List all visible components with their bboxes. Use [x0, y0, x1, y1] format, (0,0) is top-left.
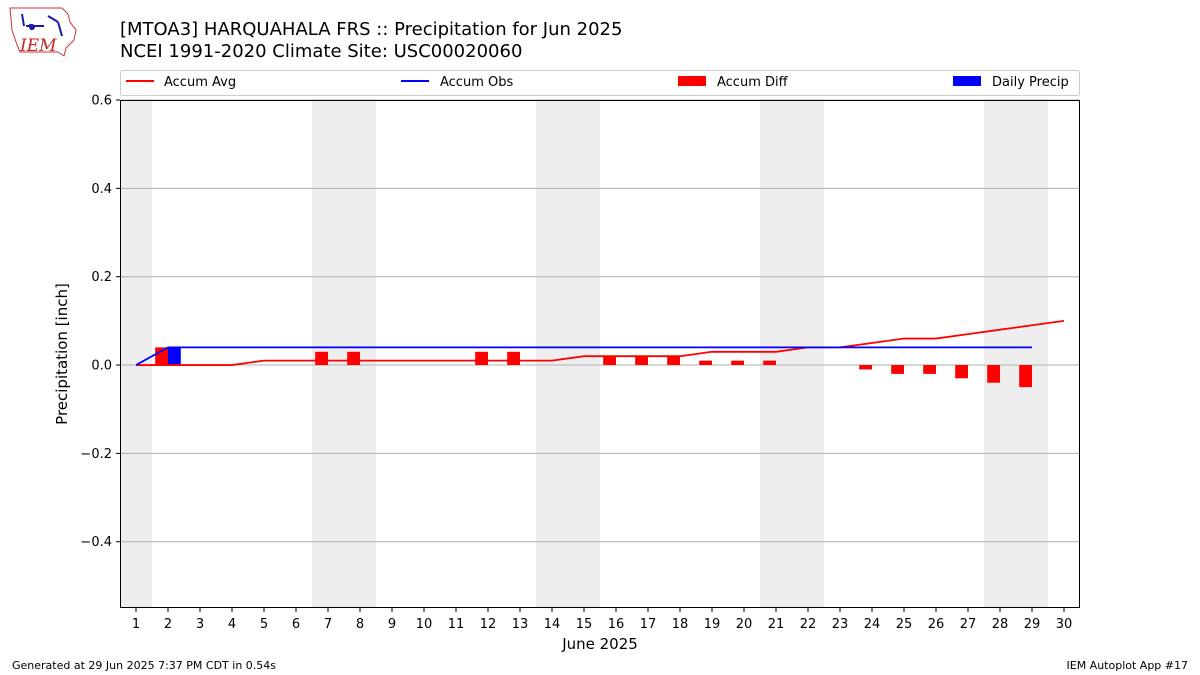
y-tick-label: 0.2: [91, 270, 112, 285]
weekend-band: [984, 100, 1048, 608]
accum-diff-bar: [635, 356, 648, 366]
weekend-band: [536, 100, 600, 608]
accum-diff-bar: [475, 351, 488, 366]
weather-instruments-icon: [21, 13, 63, 37]
daily-precip-bars: [168, 347, 181, 366]
generated-timestamp: Generated at 29 Jun 2025 7:37 PM CDT in …: [12, 659, 276, 672]
accum-diff-bar: [731, 360, 744, 366]
x-tick-label: 4: [228, 617, 236, 632]
accum-diff-bar: [923, 365, 936, 374]
weekend-band: [760, 100, 824, 608]
y-tick-label: 0.0: [91, 359, 112, 374]
x-tick-label: 11: [448, 617, 465, 632]
y-tick-label: 0.4: [91, 182, 112, 197]
accum-diff-bar: [763, 360, 776, 366]
accum-diff-bar: [667, 356, 680, 366]
accum-diff-bar: [891, 365, 904, 374]
accum-diff-bar: [347, 351, 360, 366]
y-tick-label: −0.4: [80, 535, 112, 550]
plot-frame: [120, 100, 1080, 608]
legend-daily-swatch: [953, 76, 981, 86]
legend: Accum Avg Accum Obs Accum Diff Daily Pre…: [120, 70, 1080, 96]
x-tick-label: 15: [576, 617, 593, 632]
x-tick-label: 12: [480, 617, 497, 632]
legend-avg-label: Accum Avg: [164, 75, 236, 90]
accum-diff-bar: [603, 356, 616, 366]
accum-avg-line: [136, 319, 1065, 366]
iowa-outline-icon: [9, 7, 77, 57]
app-credit: IEM Autoplot App #17: [1067, 659, 1189, 672]
x-tick-label: 14: [544, 617, 561, 632]
x-tick-label: 18: [672, 617, 689, 632]
x-tick-label: 19: [704, 617, 721, 632]
accum-diff-bar: [507, 351, 520, 366]
x-axis-ticks: 1 2 3 4 5 6 7 8 9 10 11 12 13 14 15 16 17 18 19 20 21 22 23 24 2…: [132, 608, 1072, 632]
y-axis-label: Precipitation [inch]: [53, 283, 71, 425]
x-tick-label: 30: [1056, 617, 1073, 632]
x-tick-label: 26: [928, 617, 945, 632]
accum-diff-bar: [699, 360, 712, 366]
legend-obs-label: Accum Obs: [440, 75, 513, 90]
y-axis-ticks: 0.6 0.4 0.2 0.0 −0.2 −0.4: [80, 94, 120, 550]
logo-text: IEM: [19, 36, 57, 56]
x-tick-label: 10: [416, 617, 433, 632]
legend-frame: [120, 70, 1080, 96]
x-axis-label: June 2025: [561, 635, 638, 653]
x-tick-label: 8: [356, 617, 364, 632]
x-tick-label: 2: [164, 617, 172, 632]
x-tick-label: 22: [800, 617, 817, 632]
x-tick-label: 24: [864, 617, 881, 632]
accum-diff-bar: [987, 365, 1000, 383]
x-tick-label: 21: [768, 617, 785, 632]
accum-diff-bar: [859, 365, 872, 370]
x-tick-label: 9: [388, 617, 396, 632]
x-tick-label: 16: [608, 617, 625, 632]
iem-logo: IEM: [9, 7, 77, 57]
daily-precip-bar: [168, 347, 181, 366]
accum-diff-bar: [315, 351, 328, 366]
accum-obs-line: [135, 346, 1032, 366]
x-tick-label: 5: [260, 617, 268, 632]
legend-diff-label: Accum Diff: [717, 75, 789, 90]
x-tick-label: 1: [132, 617, 140, 632]
x-tick-label: 17: [640, 617, 657, 632]
x-tick-label: 25: [896, 617, 913, 632]
accum-diff-bar: [955, 365, 968, 379]
x-tick-label: 13: [512, 617, 529, 632]
chart-title-line1: [MTOA3] HARQUAHALA FRS :: Precipitation …: [120, 19, 622, 40]
accum-diff-bar: [1019, 365, 1032, 388]
x-tick-label: 28: [992, 617, 1009, 632]
legend-daily-label: Daily Precip: [992, 75, 1069, 90]
chart-title-line2: NCEI 1991-2020 Climate Site: USC00020060: [120, 41, 522, 62]
y-tick-label: 0.6: [91, 94, 112, 109]
x-tick-label: 3: [196, 617, 204, 632]
legend-diff-swatch: [678, 76, 706, 86]
x-tick-label: 23: [832, 617, 849, 632]
x-tick-label: 7: [324, 617, 332, 632]
x-tick-label: 20: [736, 617, 753, 632]
accum-diff-bars: [155, 347, 1032, 388]
x-tick-label: 6: [292, 617, 300, 632]
weekend-band: [120, 100, 152, 608]
x-tick-label: 29: [1024, 617, 1041, 632]
x-tick-label: 27: [960, 617, 977, 632]
y-tick-label: −0.2: [80, 447, 112, 462]
